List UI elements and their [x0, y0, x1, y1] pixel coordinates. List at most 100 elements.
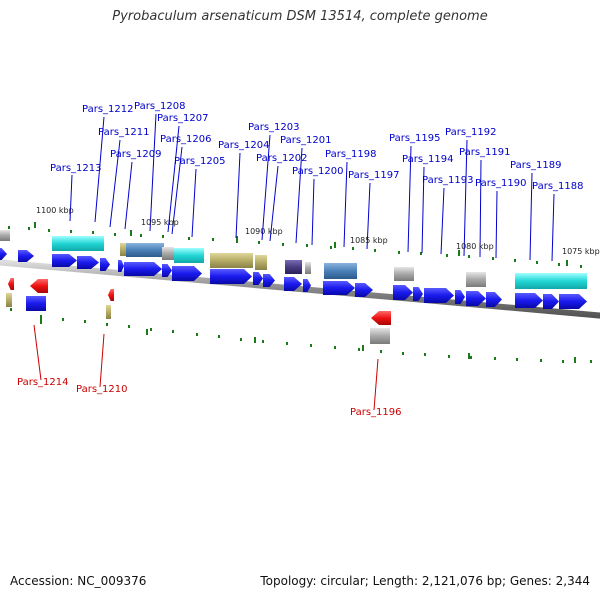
tick-mark: [40, 315, 42, 318]
gene-label: Pars_1197: [348, 170, 399, 181]
gene-leader-line: [407, 145, 412, 253]
protein-domain-box: [210, 253, 253, 268]
forward-gene-arrow: [172, 266, 202, 281]
scale-label: 1100 kbp: [36, 206, 74, 215]
tick-mark: [84, 320, 86, 323]
tick-mark: [114, 233, 116, 236]
gene-label: Pars_1213: [50, 163, 101, 174]
forward-gene-arrow: [393, 285, 413, 300]
gene-label: Pars_1193: [422, 175, 473, 186]
tick-mark: [286, 342, 288, 345]
tick-mark: [306, 244, 308, 247]
tick-mark: [380, 350, 382, 353]
forward-gene-arrow: [284, 277, 302, 291]
gene-leader-line: [366, 182, 371, 250]
gene-label: Pars_1210: [76, 384, 127, 395]
protein-domain-box: [162, 247, 174, 260]
forward-gene-arrow: [77, 256, 99, 269]
gene-label: Pars_1204: [218, 140, 269, 151]
protein-domain-box: [255, 255, 267, 270]
gene-leader-line: [463, 139, 468, 257]
gene-leader-line: [149, 113, 157, 232]
tick-mark: [146, 329, 148, 335]
reverse-gene-arrow: [30, 279, 48, 293]
forward-gene-arrow: [253, 272, 263, 285]
forward-gene-arrow: [355, 283, 373, 297]
gene-leader-line: [551, 193, 555, 262]
scale-label: 1095 kbp: [141, 218, 179, 227]
tick-mark: [262, 340, 264, 343]
gene-label: Pars_1214: [17, 377, 68, 388]
gene-label: Pars_1189: [510, 160, 561, 171]
forward-gene-arrow: [0, 248, 7, 260]
gene-leader-line: [94, 116, 105, 223]
gene-leader-line: [529, 172, 533, 261]
gene-leader-line: [295, 147, 303, 244]
gene-label: Pars_1201: [280, 135, 331, 146]
tick-mark: [458, 250, 460, 256]
protein-domain-box: [394, 267, 414, 281]
protein-domain-box: [106, 305, 111, 319]
forward-gene-arrow: [543, 294, 559, 309]
tick-mark: [358, 348, 360, 351]
tick-mark: [34, 222, 36, 228]
tick-mark: [258, 241, 260, 244]
tick-mark: [128, 325, 130, 328]
tick-mark: [10, 308, 12, 311]
gene-label: Pars_1191: [459, 147, 510, 158]
tick-mark: [48, 229, 50, 232]
tick-mark: [420, 252, 422, 255]
protein-domain-box: [6, 293, 12, 307]
forward-gene-arrow: [52, 254, 77, 267]
tick-mark: [514, 259, 516, 262]
genome-summary-label: Topology: circular; Length: 2,121,076 bp…: [260, 574, 590, 588]
gene-label: Pars_1208: [134, 101, 185, 112]
gene-label: Pars_1205: [174, 156, 225, 167]
protein-domain-box: [120, 243, 126, 256]
gene-label: Pars_1209: [110, 149, 161, 160]
tick-mark: [540, 359, 542, 362]
scale-label: 1080 kbp: [456, 242, 494, 251]
forward-gene-arrow: [466, 291, 486, 306]
tick-mark: [362, 345, 364, 351]
tick-mark: [240, 338, 242, 341]
tick-mark: [468, 255, 470, 258]
tick-mark: [566, 260, 568, 266]
gene-label: Pars_1190: [475, 178, 526, 189]
gene-leader-line: [191, 168, 197, 238]
tick-mark: [212, 238, 214, 241]
reverse-gene-arrow: [108, 289, 114, 301]
tick-mark: [106, 323, 108, 326]
forward-gene-arrow: [413, 287, 423, 301]
forward-gene-arrow: [210, 269, 252, 284]
forward-gene-arrow: [162, 264, 172, 277]
protein-domain-box: [305, 262, 311, 274]
gene-label: Pars_1196: [350, 407, 401, 418]
gene-leader-line: [171, 146, 183, 235]
tick-mark: [424, 353, 426, 356]
gene-leader-line: [343, 161, 348, 248]
tick-mark: [62, 318, 64, 321]
forward-gene-arrow: [515, 293, 543, 308]
gene-leader-line: [269, 165, 279, 242]
gene-label: Pars_1202: [256, 153, 307, 164]
tick-mark: [92, 231, 94, 234]
protein-domain-box: [466, 272, 486, 287]
forward-gene-arrow: [559, 294, 587, 309]
scale-label: 1075 kbp: [562, 247, 600, 256]
map-title: Pyrobaculum arsenaticum DSM 13514, compl…: [112, 9, 488, 24]
scale-label: 1085 kbp: [350, 236, 388, 245]
tick-mark: [590, 360, 592, 363]
gene-leader-line: [421, 166, 425, 254]
tick-mark: [580, 265, 582, 268]
gene-leader-line: [99, 333, 105, 388]
protein-domain-box: [174, 248, 204, 263]
tick-mark: [492, 257, 494, 260]
forward-gene-arrow: [263, 274, 275, 287]
tick-mark: [562, 360, 564, 363]
tick-mark: [516, 358, 518, 361]
tick-mark: [188, 237, 190, 240]
tick-mark: [162, 235, 164, 238]
forward-gene-arrow: [100, 258, 110, 271]
gene-label: Pars_1195: [389, 133, 440, 144]
